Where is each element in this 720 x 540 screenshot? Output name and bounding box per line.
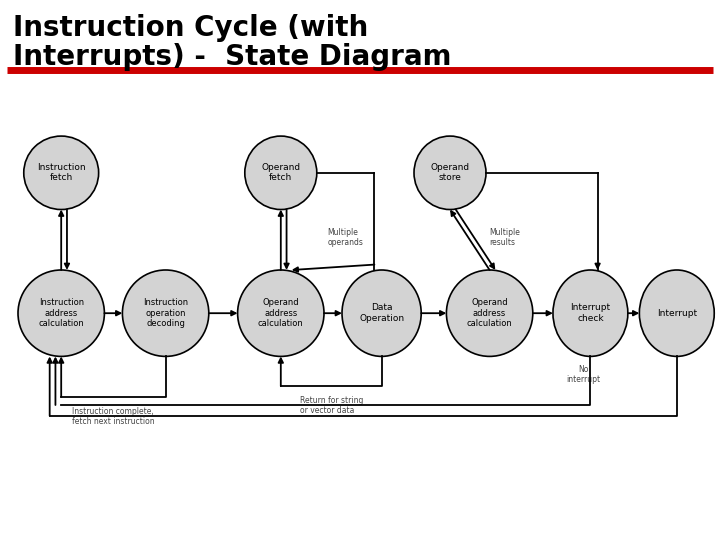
Text: Operand
address
calculation: Operand address calculation [258, 298, 304, 328]
Ellipse shape [342, 270, 421, 356]
Ellipse shape [18, 270, 104, 356]
Text: Instruction
fetch: Instruction fetch [37, 163, 86, 183]
Ellipse shape [553, 270, 628, 356]
Ellipse shape [24, 136, 99, 210]
Text: Instruction Cycle (with: Instruction Cycle (with [13, 14, 368, 42]
Ellipse shape [414, 136, 486, 210]
Text: No
interrupt: No interrupt [566, 364, 600, 384]
Text: Multiple
operands: Multiple operands [328, 228, 364, 247]
Text: Instruction
address
calculation: Instruction address calculation [38, 298, 84, 328]
Text: Data
Operation: Data Operation [359, 303, 404, 323]
Ellipse shape [122, 270, 209, 356]
Ellipse shape [238, 270, 324, 356]
Text: Interrupts) -  State Diagram: Interrupts) - State Diagram [13, 43, 451, 71]
Text: Multiple
results: Multiple results [490, 228, 521, 247]
Ellipse shape [245, 136, 317, 210]
Text: Interrupt
check: Interrupt check [570, 303, 611, 323]
Text: Operand
address
calculation: Operand address calculation [467, 298, 513, 328]
Text: Return for string
or vector data: Return for string or vector data [300, 396, 363, 415]
Ellipse shape [639, 270, 714, 356]
Text: Interrupt: Interrupt [657, 309, 697, 318]
Text: Operand
fetch: Operand fetch [261, 163, 300, 183]
Text: Instruction
operation
decoding: Instruction operation decoding [143, 298, 188, 328]
Ellipse shape [446, 270, 533, 356]
Text: Instruction complete,
fetch next instruction: Instruction complete, fetch next instruc… [72, 407, 155, 426]
Text: Operand
store: Operand store [431, 163, 469, 183]
